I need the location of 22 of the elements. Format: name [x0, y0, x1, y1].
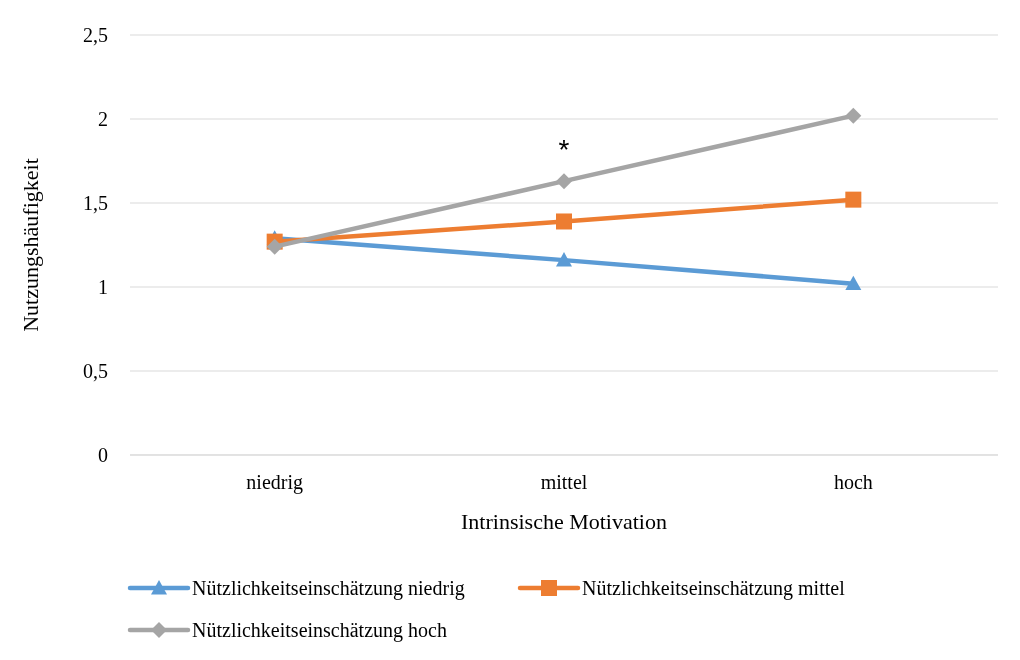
y-tick-label: 0 [98, 444, 108, 466]
x-axis-title: Intrinsische Motivation [461, 509, 667, 534]
x-tick-label: niedrig [246, 471, 303, 494]
y-tick-label: 2 [98, 108, 108, 130]
legend-label: Nützlichkeitseinschätzung mittel [582, 577, 846, 600]
x-tick-label: hoch [833, 471, 873, 493]
annotation: * [558, 134, 570, 166]
point [556, 173, 572, 190]
point [556, 213, 572, 230]
x-tick-label: mittel [540, 471, 588, 493]
point [266, 238, 283, 255]
legend-label: Nützlichkeitseinschätzung hoch [192, 619, 447, 642]
y-tick-label: 2,5 [83, 24, 108, 46]
y-tick-label: 1,5 [83, 192, 108, 214]
legend-label: Nützlichkeitseinschätzung niedrig [192, 577, 465, 600]
point [845, 191, 862, 208]
point [845, 107, 862, 124]
y-tick-label: 1 [98, 276, 108, 298]
y-tick-label: 0,5 [83, 360, 108, 382]
y-axis-title: Nutzungshäufigkeit [18, 158, 43, 332]
point [845, 275, 862, 291]
point [556, 252, 572, 267]
